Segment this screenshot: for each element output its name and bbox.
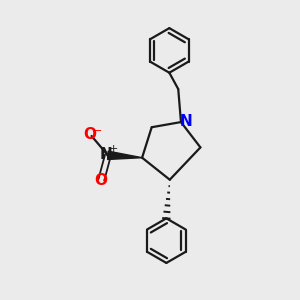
Polygon shape [108,151,142,160]
Text: +: + [109,144,118,154]
Text: N: N [180,114,193,129]
Text: −: − [93,126,102,136]
Text: N: N [100,147,113,162]
Text: O: O [84,127,97,142]
Text: O: O [94,173,107,188]
